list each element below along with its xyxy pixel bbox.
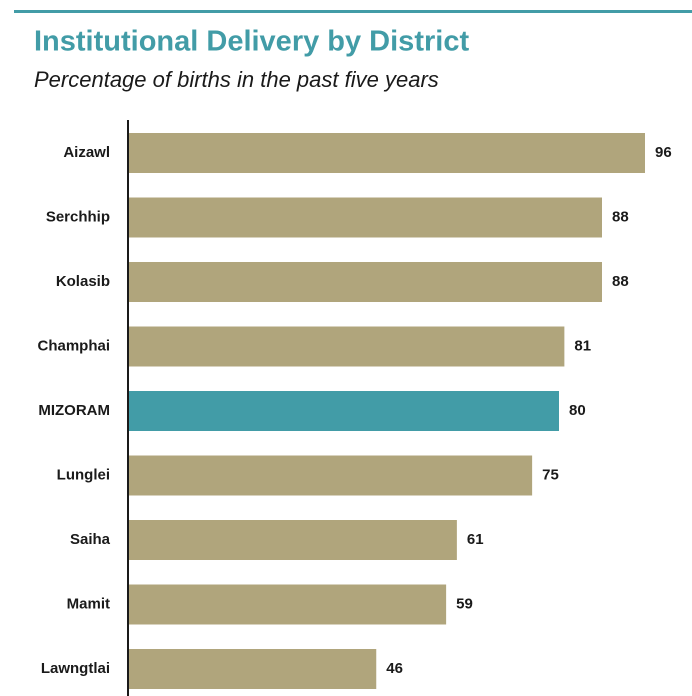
value-label: 80 [569, 402, 586, 419]
value-label: 61 [467, 531, 484, 548]
value-label: 88 [612, 208, 629, 225]
bar [129, 197, 602, 238]
bar [129, 584, 447, 625]
category-label: Champhai [37, 337, 110, 354]
category-label: Kolasib [56, 273, 110, 290]
bar [129, 326, 565, 367]
bar [129, 262, 602, 302]
value-label: 88 [612, 273, 629, 290]
category-label: Lunglei [57, 466, 110, 483]
category-label: Mamit [67, 595, 110, 612]
category-label: MIZORAM [38, 402, 110, 419]
value-label: 59 [456, 595, 473, 612]
category-label: Saiha [70, 531, 111, 548]
value-label: 75 [542, 466, 559, 483]
value-label: 46 [386, 660, 403, 677]
value-label: 81 [574, 337, 591, 354]
chart-subtitle: Percentage of births in the past five ye… [34, 67, 439, 92]
bar [129, 649, 377, 689]
bar [129, 520, 457, 560]
bar [129, 391, 559, 431]
category-label: Aizawl [63, 144, 110, 161]
chart-title: Institutional Delivery by District [34, 26, 469, 58]
top-rule [14, 10, 692, 13]
value-label: 96 [655, 144, 672, 161]
bar [129, 455, 533, 496]
bar [129, 133, 645, 173]
category-label: Serchhip [46, 208, 110, 225]
category-label: Lawngtlai [41, 660, 110, 677]
